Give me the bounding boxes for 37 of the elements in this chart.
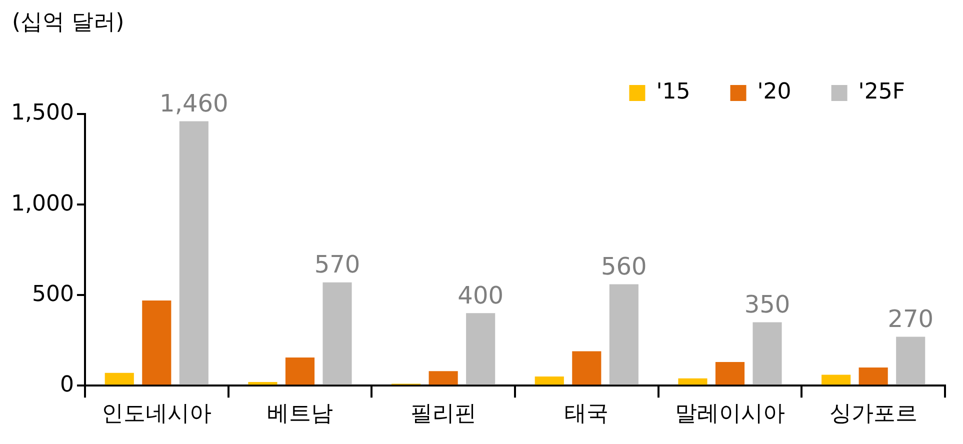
bar (285, 358, 315, 385)
legend-label: '15 (656, 80, 690, 105)
bar (142, 300, 172, 385)
bar (322, 282, 352, 385)
x-tick-label: 베트남 (266, 402, 333, 427)
bar (896, 336, 926, 385)
bar (609, 284, 638, 385)
data-label: 570 (314, 250, 360, 279)
bar (678, 378, 708, 385)
bar (534, 376, 564, 385)
bar (248, 382, 278, 385)
bar (104, 372, 134, 385)
x-tick-label: 싱가포르 (829, 402, 918, 427)
data-label: 1,460 (160, 89, 228, 118)
bar (752, 322, 782, 385)
bar (572, 351, 602, 385)
bar (822, 374, 851, 385)
data-label: 400 (458, 281, 504, 310)
y-tick-label: 1,000 (10, 191, 74, 216)
legend-label: '20 (757, 80, 792, 105)
bar (858, 367, 888, 385)
data-label: 560 (601, 252, 647, 280)
bar (428, 371, 458, 385)
bar (466, 313, 496, 385)
y-axis-title: (십억 달러) (11, 9, 126, 37)
x-tick-label: 인도네시아 (102, 402, 212, 427)
data-label: 270 (888, 304, 934, 333)
y-tick-label: 500 (32, 282, 74, 307)
x-tick-label: 필리핀 (410, 402, 476, 427)
x-tick-label: 태국 (564, 402, 609, 427)
x-tick-label: 말레이시아 (674, 402, 785, 427)
legend-label: '25F (858, 80, 906, 105)
bar (715, 362, 745, 385)
data-label: 350 (744, 290, 790, 318)
bar (179, 121, 208, 385)
y-tick-label: 0 (60, 372, 74, 398)
y-tick-label: 1,500 (10, 100, 74, 126)
